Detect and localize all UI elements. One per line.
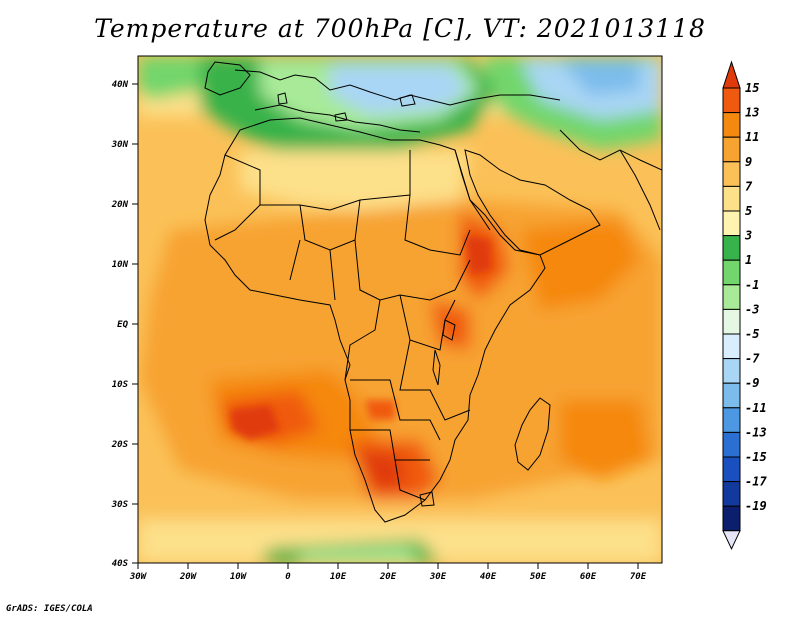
map-frame	[137, 55, 663, 564]
colorbar-label: -5	[745, 327, 759, 341]
colorbar-swatch	[722, 382, 741, 409]
lat-label-20n: 20N	[111, 200, 129, 210]
colorbar: 15 13 11 9 7 5 3 1 -1 -3 -5 -7 -9 -11 -13 -15 -17 -19	[722, 60, 767, 550]
colorbar-label: -17	[745, 475, 767, 489]
colorbar-label: 3	[744, 229, 752, 243]
lon-label-40e: 40E	[480, 572, 497, 582]
lat-label-40n: 40N	[112, 80, 129, 90]
lon-label-20e: 20E	[379, 572, 397, 582]
lon-label-10e: 10E	[330, 572, 347, 582]
colorbar-label: -13	[745, 425, 767, 439]
colorbar-label: 5	[745, 204, 752, 218]
colorbar-label: -19	[745, 499, 767, 513]
colorbar-swatch	[722, 505, 741, 532]
colorbar-swatch	[722, 259, 741, 286]
colorbar-swatch	[722, 161, 741, 187]
latitude-axis	[132, 83, 138, 564]
colorbar-swatch	[722, 308, 741, 335]
lat-label-40s: 40S	[112, 559, 129, 569]
colorbar-top-triangle	[722, 60, 741, 89]
colorbar-swatch	[722, 333, 741, 360]
lon-label-30e: 30E	[429, 572, 447, 582]
colorbar-label: 1	[745, 253, 752, 267]
colorbar-swatch	[722, 136, 741, 163]
lat-label-10n: 10N	[112, 260, 129, 270]
grads-credit: GrADS: IGES/COLA	[6, 604, 93, 614]
lat-label-eq: EQ	[117, 320, 128, 330]
lon-label-70e: 70E	[630, 572, 647, 582]
colorbar-swatch	[722, 210, 741, 237]
colorbar-swatch	[722, 407, 741, 433]
colorbar-label: -3	[745, 302, 759, 316]
lon-label-50e: 50E	[530, 572, 547, 582]
lat-label-30n: 30N	[111, 140, 129, 150]
colorbar-label: 15	[745, 81, 759, 95]
lon-label-20w: 20W	[179, 572, 198, 582]
colorbar-label: 9	[745, 155, 752, 169]
colorbar-label: -15	[745, 450, 767, 464]
colorbar-swatch	[722, 358, 741, 384]
colorbar-label: 13	[745, 106, 759, 120]
longitude-axis	[137, 563, 639, 569]
colorbar-swatch	[722, 185, 741, 212]
lon-label-0: 0	[285, 572, 291, 582]
lat-label-30s: 30S	[111, 500, 129, 510]
colorbar-label: -1	[745, 278, 759, 292]
colorbar-swatch	[722, 481, 741, 507]
colorbar-swatch	[722, 456, 741, 483]
colorbar-label: -11	[745, 401, 767, 415]
colorbar-swatch	[722, 284, 741, 310]
colorbar-label: -7	[745, 352, 760, 366]
temperature-field	[138, 56, 662, 563]
lon-label-10w: 10W	[230, 572, 248, 582]
colorbar-swatch	[722, 431, 741, 458]
lat-label-20s: 20S	[111, 440, 129, 450]
lon-label-60e: 60E	[580, 572, 597, 582]
colorbar-label: 11	[745, 130, 759, 144]
colorbar-bottom-triangle	[722, 530, 741, 550]
lon-label-30w: 30W	[129, 572, 148, 582]
map-title: Temperature at 700hPa [C], VT: 202101311…	[94, 14, 706, 43]
colorbar-swatch	[722, 87, 741, 114]
colorbar-label: -9	[745, 376, 759, 390]
colorbar-swatch	[722, 112, 741, 138]
colorbar-label: 7	[745, 179, 753, 193]
colorbar-swatch	[722, 235, 741, 261]
coastlines	[204, 61, 662, 523]
lat-label-10s: 10S	[112, 380, 129, 390]
